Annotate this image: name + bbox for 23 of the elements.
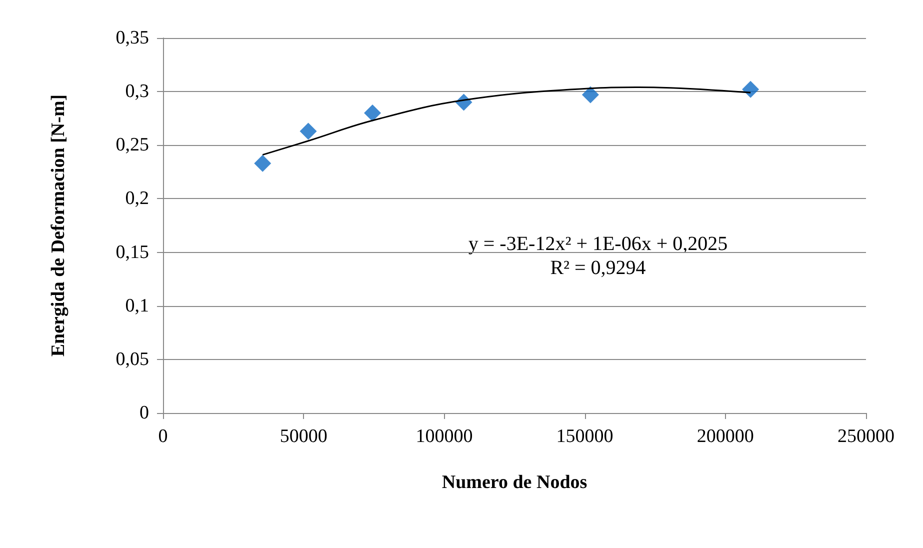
point	[300, 122, 317, 140]
annotation: y = -3E-12x² + 1E-06x + 0,2025	[468, 233, 728, 255]
x-tick-label: 150000	[556, 426, 614, 447]
x-tick-label: 100000	[416, 426, 473, 447]
point	[254, 154, 272, 172]
point	[582, 86, 599, 104]
y-tick-label: 0,25	[116, 134, 149, 156]
x-tick-label: 0	[158, 426, 168, 447]
x-tick-label: 50000	[280, 426, 328, 447]
y-tick-label: 0,15	[116, 242, 149, 263]
y-axis-title: Energida de Deformacion [N-m]	[48, 94, 69, 357]
x-tick-label: 250000	[838, 426, 894, 447]
y-tick-label: 0,35	[116, 28, 149, 48]
point	[364, 104, 381, 122]
y-tick-label: 0	[140, 402, 149, 424]
annotation: R² = 0,9294	[550, 257, 646, 279]
point	[742, 80, 760, 98]
y-tick-label: 0,3	[125, 81, 149, 102]
x-axis-title: Numero de Nodos	[442, 472, 588, 493]
y-tick-label: 0,2	[125, 188, 149, 210]
x-tick-label: 200000	[696, 426, 754, 447]
y-tick-label: 0,1	[125, 295, 149, 316]
y-tick-label: 0,05	[116, 348, 149, 370]
